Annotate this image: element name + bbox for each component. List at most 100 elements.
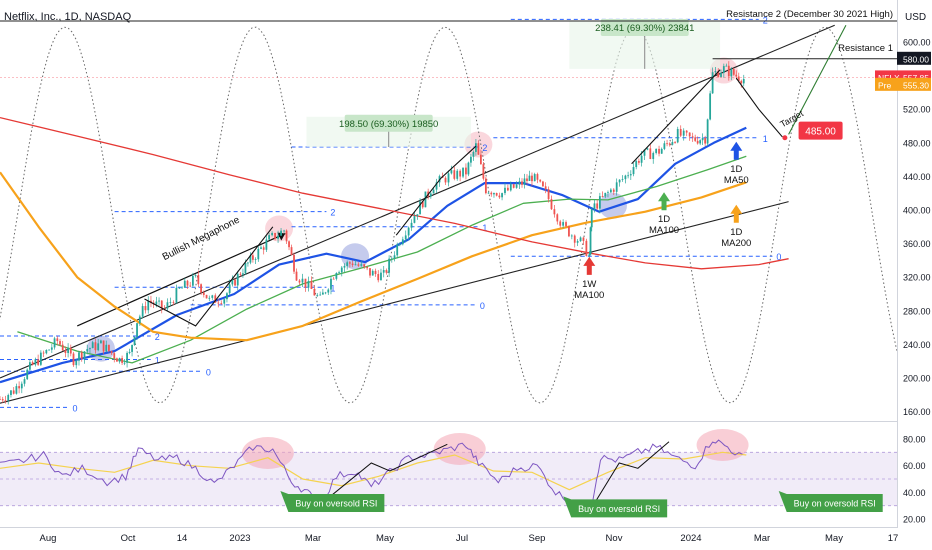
fib-label-0: 2: [155, 332, 160, 342]
rsi-ma-line: [0, 451, 747, 491]
annotation-label-1-b: MA100: [649, 225, 679, 236]
candle-body: [498, 195, 501, 198]
candle-body: [484, 178, 487, 194]
candle-body: [624, 175, 627, 180]
candle-body: [123, 362, 126, 364]
candle-body: [113, 353, 116, 359]
candle-body: [685, 130, 688, 133]
ma-line-1d-ma50: [0, 126, 747, 384]
candle-body: [671, 142, 674, 145]
time-tick-label: Mar: [754, 533, 770, 544]
candle-body: [110, 350, 113, 354]
candle-body: [223, 299, 226, 304]
candle-body: [643, 149, 646, 156]
candle-body: [515, 184, 518, 188]
candle-body: [126, 352, 128, 363]
rsi-peak-highlight-1: [433, 433, 486, 465]
candle-body: [550, 199, 553, 210]
candle-body: [531, 175, 533, 182]
candle-body: [640, 155, 643, 163]
candle-body: [493, 192, 495, 195]
candle-body: [239, 273, 242, 275]
candle-body: [410, 222, 413, 228]
candle-body: [244, 263, 247, 274]
candle-body: [160, 300, 163, 309]
candle-body: [429, 193, 432, 197]
candle-body: [324, 292, 327, 294]
candle-body: [31, 362, 34, 365]
candle-body: [472, 151, 475, 157]
ma-line-1w-ma100: [0, 116, 789, 270]
candle-body: [593, 203, 596, 210]
ma-line-1d-ma200: [0, 171, 747, 342]
rsi-pane: Buy on oversold RSI Buy on oversold RSI Bu…: [0, 429, 897, 518]
candle-body: [649, 148, 652, 160]
candle-body: [131, 344, 133, 352]
resistance-2-label: Resistance 2 (December 30 2021 High): [726, 9, 893, 20]
candle-body: [121, 358, 123, 363]
candle-body: [369, 268, 371, 276]
candle-body: [271, 232, 273, 236]
candle-body: [740, 80, 743, 84]
candle-body: [390, 258, 393, 260]
candle-body: [293, 254, 295, 272]
price-tag-name-2: Pre: [878, 80, 892, 90]
megaphone-lower-line: [0, 201, 789, 404]
candle-body: [37, 359, 40, 365]
candle-body: [56, 338, 59, 342]
candle-body: [242, 273, 244, 275]
candle-body: [730, 69, 733, 77]
rsi-buy-box-0: [280, 491, 385, 512]
candle-body: [136, 323, 138, 337]
candle-body: [214, 295, 217, 303]
annotation-label-0-b: MA50: [724, 175, 749, 186]
candle-body: [607, 192, 609, 194]
candle-body: [609, 189, 612, 193]
time-tick-label: Jul: [456, 533, 468, 544]
rsi-buy-label-1: Buy on oversold RSI: [578, 504, 660, 514]
price-tick-label: 200.00: [903, 374, 931, 384]
candle-body: [393, 255, 396, 259]
currency-label: USD: [905, 12, 926, 23]
candle-body: [676, 128, 679, 143]
candle-body: [467, 162, 470, 175]
rsi-zigzag-1: [590, 441, 670, 510]
candle-body: [495, 192, 498, 196]
price-tick-label: 400.00: [903, 206, 931, 216]
candle-body: [205, 294, 208, 299]
candle-body: [23, 379, 26, 384]
candle-body: [635, 160, 638, 168]
time-tick-label: Oct: [121, 533, 136, 544]
fib-label-4: 2: [330, 208, 335, 218]
time-tick-label: 14: [177, 533, 188, 544]
price-tick-label: 240.00: [903, 340, 931, 350]
candle-body: [186, 280, 189, 286]
price-tick-label: 320.00: [903, 273, 931, 283]
zigzag-3: [631, 69, 721, 165]
candle-body: [316, 294, 319, 296]
candle-body: [236, 273, 239, 286]
candle-body: [459, 170, 462, 177]
candle-body: [274, 232, 276, 239]
axes: 160.00200.00240.00280.00320.00360.00400.…: [40, 38, 931, 545]
candle-body: [696, 140, 699, 144]
candle-body: [596, 203, 599, 209]
price-tick-label: 520.00: [903, 105, 931, 115]
candle-body: [456, 170, 459, 179]
megaphone-arrow-head: [277, 232, 286, 241]
candle-body: [172, 302, 175, 303]
candle-body: [582, 237, 585, 241]
candle-body: [147, 300, 150, 311]
price-tag-value-0: 580.00: [903, 54, 929, 64]
candle-body: [343, 265, 346, 268]
candle-body: [674, 142, 676, 143]
candle-body: [559, 221, 562, 226]
candle-body: [404, 235, 407, 240]
candle-body: [432, 189, 435, 194]
candle-body: [217, 302, 220, 304]
candle-body: [601, 196, 604, 197]
candle-body: [621, 179, 624, 180]
candle-body: [150, 300, 152, 303]
candle-body: [105, 344, 108, 352]
time-tick-label: Nov: [606, 533, 623, 544]
